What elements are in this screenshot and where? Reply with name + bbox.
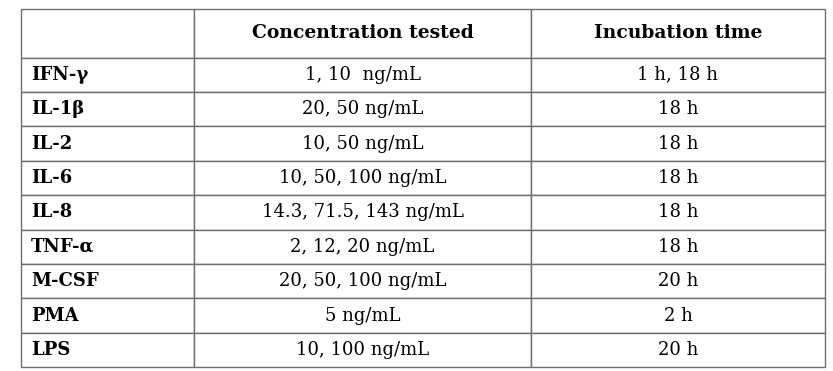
Bar [531, 195, 825, 230]
Text: 18 h: 18 h [658, 100, 698, 118]
Bar [531, 58, 825, 92]
Text: 1 h, 18 h: 1 h, 18 h [637, 66, 719, 84]
Bar [21, 333, 193, 367]
Text: 2, 12, 20 ng/mL: 2, 12, 20 ng/mL [291, 238, 435, 256]
Bar [21, 92, 193, 127]
Bar [531, 230, 825, 264]
Text: M-CSF: M-CSF [31, 272, 98, 290]
Text: IL-1β: IL-1β [31, 100, 84, 118]
Bar [193, 333, 531, 367]
Text: PMA: PMA [31, 307, 78, 325]
Bar [193, 9, 531, 58]
Text: 20 h: 20 h [658, 341, 698, 359]
Bar [531, 92, 825, 127]
Text: 18 h: 18 h [658, 135, 698, 152]
Bar [21, 9, 193, 58]
Bar [193, 92, 531, 127]
Text: 18 h: 18 h [658, 238, 698, 256]
Bar [193, 127, 531, 161]
Text: IL-6: IL-6 [31, 169, 72, 187]
Text: Incubation time: Incubation time [594, 24, 762, 42]
Bar [531, 264, 825, 299]
Bar [193, 161, 531, 195]
Text: 10, 50 ng/mL: 10, 50 ng/mL [302, 135, 423, 152]
Bar [21, 264, 193, 299]
Bar [193, 230, 531, 264]
Bar [531, 299, 825, 333]
Text: 18 h: 18 h [658, 203, 698, 221]
Bar [531, 333, 825, 367]
Bar [21, 299, 193, 333]
Text: 1, 10  ng/mL: 1, 10 ng/mL [305, 66, 421, 84]
Bar [193, 58, 531, 92]
Text: 2 h: 2 h [664, 307, 692, 325]
Bar [193, 195, 531, 230]
Text: IL-2: IL-2 [31, 135, 72, 152]
Text: 14.3, 71.5, 143 ng/mL: 14.3, 71.5, 143 ng/mL [262, 203, 463, 221]
Text: IFN-γ: IFN-γ [31, 66, 88, 84]
Bar [21, 58, 193, 92]
Text: 20, 50, 100 ng/mL: 20, 50, 100 ng/mL [279, 272, 446, 290]
Text: Concentration tested: Concentration tested [252, 24, 473, 42]
Bar [193, 264, 531, 299]
Bar [21, 230, 193, 264]
Text: 5 ng/mL: 5 ng/mL [325, 307, 400, 325]
Text: 18 h: 18 h [658, 169, 698, 187]
Bar [531, 161, 825, 195]
Text: 20, 50 ng/mL: 20, 50 ng/mL [302, 100, 423, 118]
Text: TNF-α: TNF-α [31, 238, 94, 256]
Text: 20 h: 20 h [658, 272, 698, 290]
Bar [21, 195, 193, 230]
Bar [531, 127, 825, 161]
Text: IL-8: IL-8 [31, 203, 72, 221]
Text: 10, 50, 100 ng/mL: 10, 50, 100 ng/mL [279, 169, 446, 187]
Text: LPS: LPS [31, 341, 70, 359]
Bar [21, 161, 193, 195]
Bar [193, 299, 531, 333]
Bar [21, 127, 193, 161]
Bar [531, 9, 825, 58]
Text: 10, 100 ng/mL: 10, 100 ng/mL [296, 341, 429, 359]
